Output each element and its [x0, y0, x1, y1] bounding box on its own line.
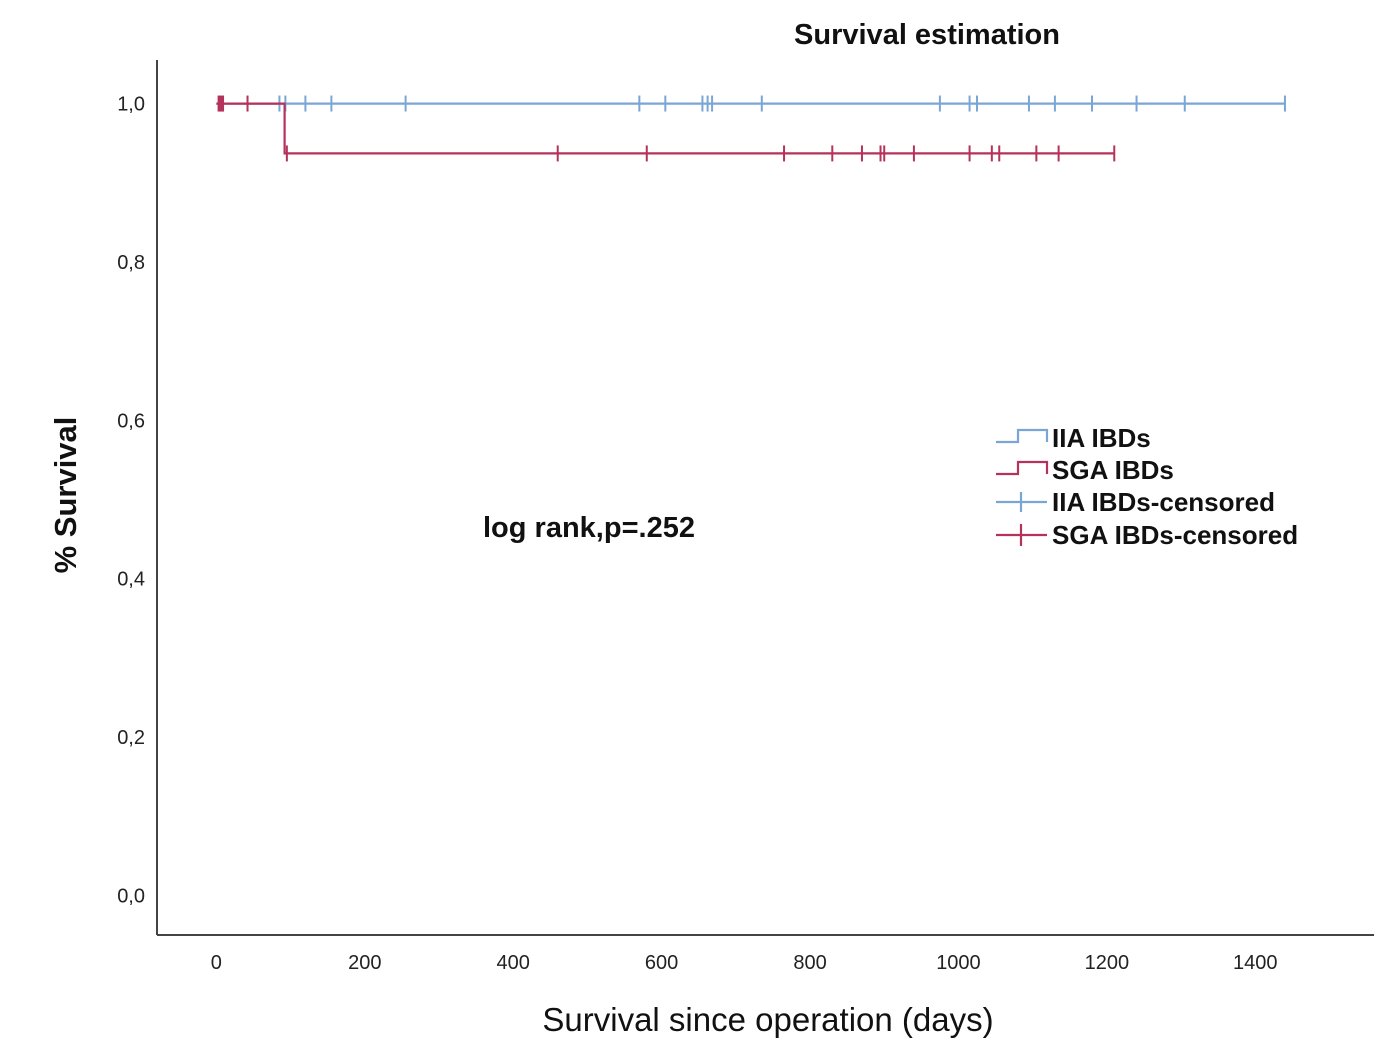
- legend-symbols: [996, 428, 1049, 546]
- y-tick-label: 0,4: [117, 569, 145, 591]
- x-tick-label: 400: [497, 952, 530, 974]
- y-tick-labels: 0,0 0,2 0,4 0,6 0,8 1,0: [117, 94, 145, 908]
- x-tick-label: 600: [645, 952, 678, 974]
- x-tick-labels: 0 200 400 600 800 1000 1200 1400: [211, 952, 1278, 974]
- x-tick-label: 0: [211, 952, 222, 974]
- x-tick-label: 1000: [936, 952, 981, 974]
- y-tick-label: 1,0: [117, 94, 145, 116]
- y-tick-label: 0,2: [117, 727, 145, 749]
- plot-series: [216, 95, 1286, 162]
- log-rank-annotation: log rank,p=.252: [483, 512, 695, 544]
- y-tick-label: 0,0: [117, 885, 145, 907]
- y-axis-label: % Survival: [48, 417, 83, 574]
- x-axis-label: Survival since operation (days): [542, 1001, 993, 1038]
- legend-symbol-series-1: [996, 428, 1049, 444]
- y-tick-label: 0,8: [117, 252, 145, 274]
- legend-label-series-2-censored: SGA IBDs-censored: [1052, 520, 1298, 550]
- legend: IIA IBDs SGA IBDs IIA IBDs-censored SGA …: [996, 423, 1298, 550]
- x-tick-label: 1400: [1233, 952, 1278, 974]
- legend-label-series-2: SGA IBDs: [1052, 455, 1174, 485]
- x-tick-label: 1200: [1085, 952, 1130, 974]
- chart-title: Survival estimation: [794, 19, 1060, 51]
- legend-label-series-1-censored: IIA IBDs-censored: [1052, 487, 1275, 517]
- series-line-2: [216, 102, 1115, 155]
- x-tick-label: 200: [348, 952, 381, 974]
- legend-label-series-1: IIA IBDs: [1052, 423, 1151, 453]
- legend-symbol-series-2: [996, 460, 1049, 476]
- y-tick-label: 0,6: [117, 410, 145, 432]
- x-tick-label: 800: [793, 952, 826, 974]
